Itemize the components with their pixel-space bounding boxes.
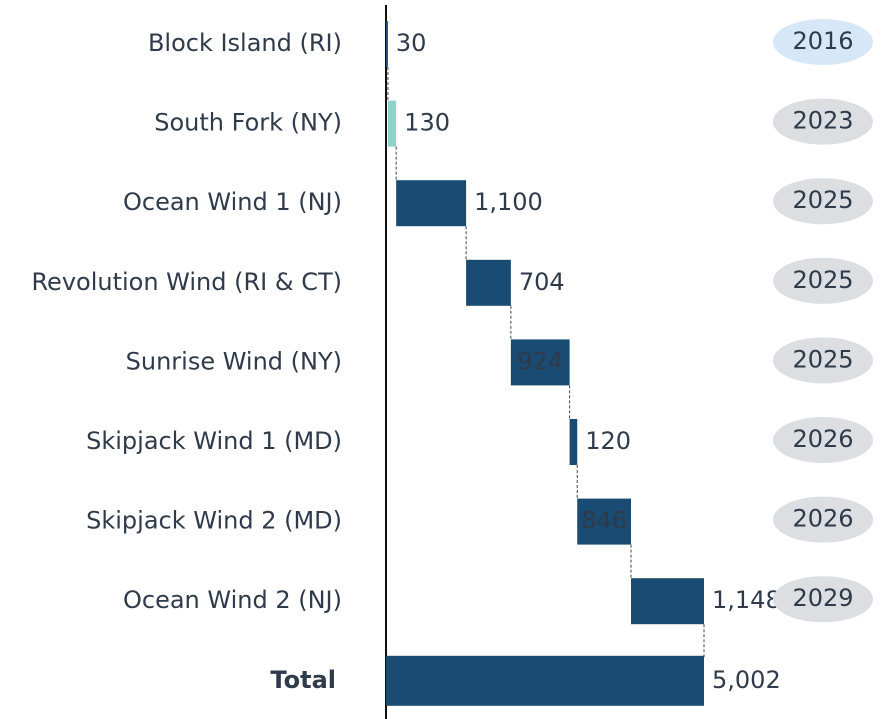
category-label: Skipjack Wind 1 (MD) — [86, 427, 342, 455]
year-label: 2025 — [792, 266, 853, 294]
value-label: 130 — [404, 109, 450, 137]
year-pill — [773, 98, 873, 145]
bar — [396, 180, 467, 227]
bar — [466, 259, 511, 306]
category-label: Ocean Wind 2 (NJ) — [123, 586, 342, 614]
year-label: 2023 — [792, 107, 853, 135]
year-label: 2025 — [792, 345, 853, 373]
category-label: Revolution Wind (RI & CT) — [31, 268, 342, 296]
year-pill — [773, 337, 873, 384]
year-pill — [773, 257, 873, 304]
year-label: 2016 — [792, 27, 853, 55]
year-pill — [773, 417, 873, 463]
category-label: South Fork (NY) — [154, 109, 342, 137]
total-label: Total — [270, 666, 336, 694]
bar — [631, 578, 704, 625]
bar — [510, 339, 570, 386]
bar — [386, 21, 388, 67]
value-label: 120 — [585, 427, 631, 455]
year-label: 2029 — [792, 584, 853, 612]
category-label: Ocean Wind 1 (NJ) — [123, 188, 342, 216]
year-pill — [773, 178, 873, 225]
value-label: 1,100 — [474, 188, 543, 216]
year-pill — [773, 576, 873, 623]
year-pill — [773, 19, 873, 65]
category-label: Skipjack Wind 2 (MD) — [86, 507, 342, 535]
category-label: Sunrise Wind (NY) — [126, 347, 342, 375]
category-label: Block Island (RI) — [148, 29, 342, 57]
value-label: 30 — [396, 29, 427, 57]
year-pill — [773, 496, 873, 543]
total-value-label: 5,002 — [712, 666, 781, 694]
year-label: 2026 — [792, 505, 853, 533]
year-label: 2026 — [792, 425, 853, 453]
total-bar — [386, 655, 704, 706]
value-label: 704 — [519, 268, 565, 296]
bar — [577, 498, 632, 545]
value-label: 1,148 — [712, 586, 781, 614]
bar — [387, 100, 397, 147]
value-label: 846 — [581, 507, 627, 535]
year-label: 2025 — [792, 186, 853, 214]
value-label: 924 — [517, 347, 563, 375]
bar — [569, 419, 578, 465]
